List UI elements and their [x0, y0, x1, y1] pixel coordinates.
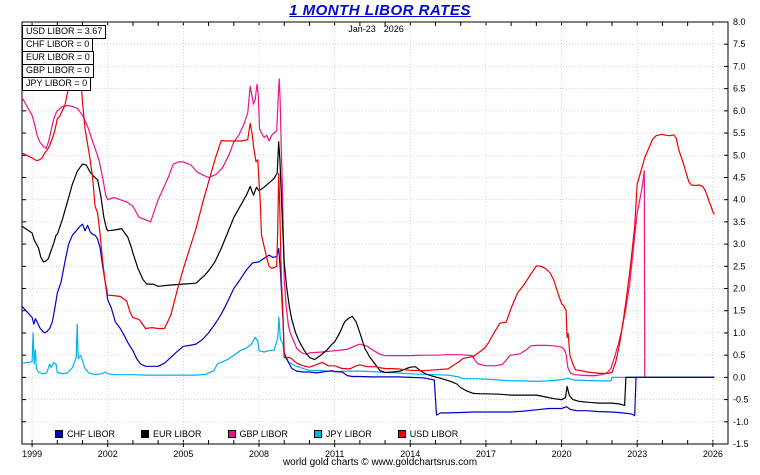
series-color-swatch	[397, 430, 406, 438]
series-legend-label: GBP LIBOR	[239, 429, 288, 439]
series-line-eur-libor	[21, 141, 715, 406]
rate-value-row: JPY LIBOR = 0	[22, 77, 92, 91]
plot-frame	[21, 21, 729, 445]
x-axis-label: 2017	[476, 449, 496, 459]
series-legend-item: USD LIBOR	[397, 429, 459, 439]
series-line-chf-libor	[21, 223, 715, 417]
y-axis-label: 4.5	[733, 172, 746, 182]
y-axis-label: 0.0	[733, 372, 746, 382]
y-axis-label: 1.5	[733, 306, 746, 316]
rate-value-row: CHF LIBOR = 0	[22, 38, 94, 52]
x-axis-label: 2014	[400, 449, 420, 459]
series-legend-label: CHF LIBOR	[67, 429, 116, 439]
chart-date-label: Jan-23 2026	[0, 24, 752, 34]
x-axis-label: 2011	[325, 449, 344, 459]
as-of-date: Jan-23	[348, 24, 376, 34]
series-legend-item: JPY LIBOR	[313, 429, 372, 439]
y-axis-label: -1.5	[733, 439, 749, 449]
series-color-swatch	[227, 430, 236, 438]
x-axis-label: 2008	[249, 449, 269, 459]
rate-value-row: GBP LIBOR = 0	[22, 64, 94, 78]
y-axis-label: 6.5	[733, 84, 746, 94]
x-axis-label: 2005	[173, 449, 193, 459]
y-axis-label: 8.0	[733, 17, 746, 27]
x-axis-label: 2023	[627, 449, 647, 459]
y-axis-label: 4.0	[733, 195, 746, 205]
chart-title: 1 MONTH LIBOR RATES	[289, 2, 471, 19]
series-line-usd-libor	[21, 81, 715, 374]
y-axis-label: 7.5	[733, 39, 746, 49]
y-axis-label: 5.5	[733, 128, 746, 138]
series-color-swatch	[313, 430, 322, 438]
series-color-swatch	[141, 430, 150, 438]
rate-value-row: EUR LIBOR = 0	[22, 51, 94, 65]
series-legend-item: CHF LIBOR	[55, 429, 115, 439]
y-axis-label: 2.0	[733, 284, 746, 294]
current-rates-box: USD LIBOR = 3.67 CHF LIBOR = 0 EUR LIBOR =…	[22, 25, 107, 91]
copyright-text: world gold charts © www.goldchartsrus.co…	[282, 457, 478, 468]
y-axis-label: 1.0	[733, 328, 746, 338]
series-color-swatch	[55, 430, 63, 438]
series-legend-label: USD LIBOR	[409, 429, 459, 439]
y-axis-label: 3.5	[733, 217, 746, 227]
series-line-jpy-libor	[21, 316, 715, 382]
series-legend-item: EUR LIBOR	[141, 429, 202, 439]
y-axis-label: 2.5	[733, 261, 746, 271]
x-axis-label: 1999	[22, 449, 42, 459]
series-legend: CHF LIBOR EUR LIBOR GBP LIBOR JPY LIBOR USD …	[55, 429, 458, 439]
y-axis-label: 3.0	[733, 239, 746, 249]
series-line-gbp-libor	[21, 78, 715, 378]
y-axis-label: 5.0	[733, 150, 746, 160]
y-axis-label: -1.0	[733, 417, 749, 427]
rate-value-row: USD LIBOR = 3.67	[22, 25, 107, 39]
y-axis-label: 0.5	[733, 350, 746, 360]
series-legend-label: JPY LIBOR	[325, 429, 372, 439]
as-of-year: 2026	[383, 24, 404, 34]
y-axis-label: 7.0	[733, 61, 746, 71]
x-axis-label: 2020	[552, 449, 572, 459]
series-legend-item: GBP LIBOR	[227, 429, 288, 439]
x-axis-label: 2026	[703, 449, 723, 459]
series-legend-label: EUR LIBOR	[153, 429, 202, 439]
x-axis-label: 2002	[98, 449, 118, 459]
y-axis-label: 6.0	[733, 106, 746, 116]
y-axis-label: -0.5	[733, 395, 749, 405]
